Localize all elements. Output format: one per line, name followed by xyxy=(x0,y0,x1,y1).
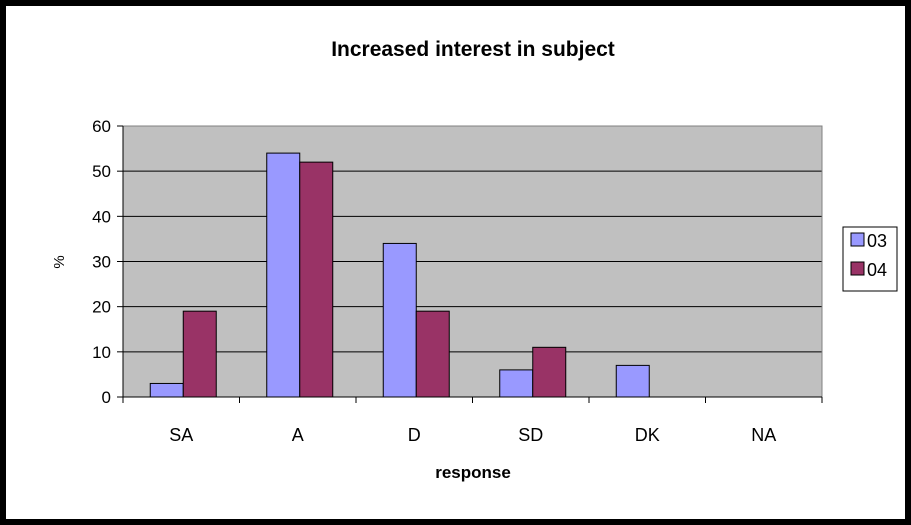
chart-svg: Increased interest in subject 0 10 20 30 40 5… xyxy=(51,38,898,482)
y-tick-label: 40 xyxy=(92,207,111,226)
y-tick-labels: 0 10 20 30 40 50 60 xyxy=(92,117,111,407)
x-tick-label: SA xyxy=(169,425,193,445)
y-axis-label: % xyxy=(51,255,68,268)
bar-SA-04 xyxy=(182,310,217,398)
x-axis-label: response xyxy=(435,463,511,482)
chart-title: Increased interest in subject xyxy=(331,38,615,61)
y-tick-label: 60 xyxy=(92,117,111,136)
x-tick-label: A xyxy=(292,425,304,445)
y-tick-label: 10 xyxy=(92,343,111,362)
y-tick-label: 30 xyxy=(92,253,111,272)
axes xyxy=(117,125,823,403)
bars xyxy=(149,152,650,398)
bar-SD-03 xyxy=(499,369,534,398)
legend-label-04: 04 xyxy=(867,260,887,280)
x-tick-label: NA xyxy=(751,425,776,445)
x-tick-label: DK xyxy=(635,425,660,445)
bar-D-03 xyxy=(382,242,417,398)
bar-A-04 xyxy=(299,161,334,398)
x-tick-label: SD xyxy=(518,425,543,445)
legend-label-03: 03 xyxy=(867,231,887,251)
y-tick-label: 20 xyxy=(92,298,111,317)
bar-D-04 xyxy=(415,310,450,398)
legend-swatch-03 xyxy=(850,232,865,247)
y-tick-label: 50 xyxy=(92,162,111,181)
bar-DK-03 xyxy=(615,364,650,398)
x-tick-label: D xyxy=(408,425,421,445)
bar-SA-03 xyxy=(149,382,184,398)
legend-swatch-04 xyxy=(850,261,865,276)
bar-SD-04 xyxy=(532,346,567,398)
y-tick-label: 0 xyxy=(102,388,111,407)
bar-A-03 xyxy=(266,152,301,398)
x-tick-labels: SA A D SD DK NA xyxy=(169,425,776,445)
